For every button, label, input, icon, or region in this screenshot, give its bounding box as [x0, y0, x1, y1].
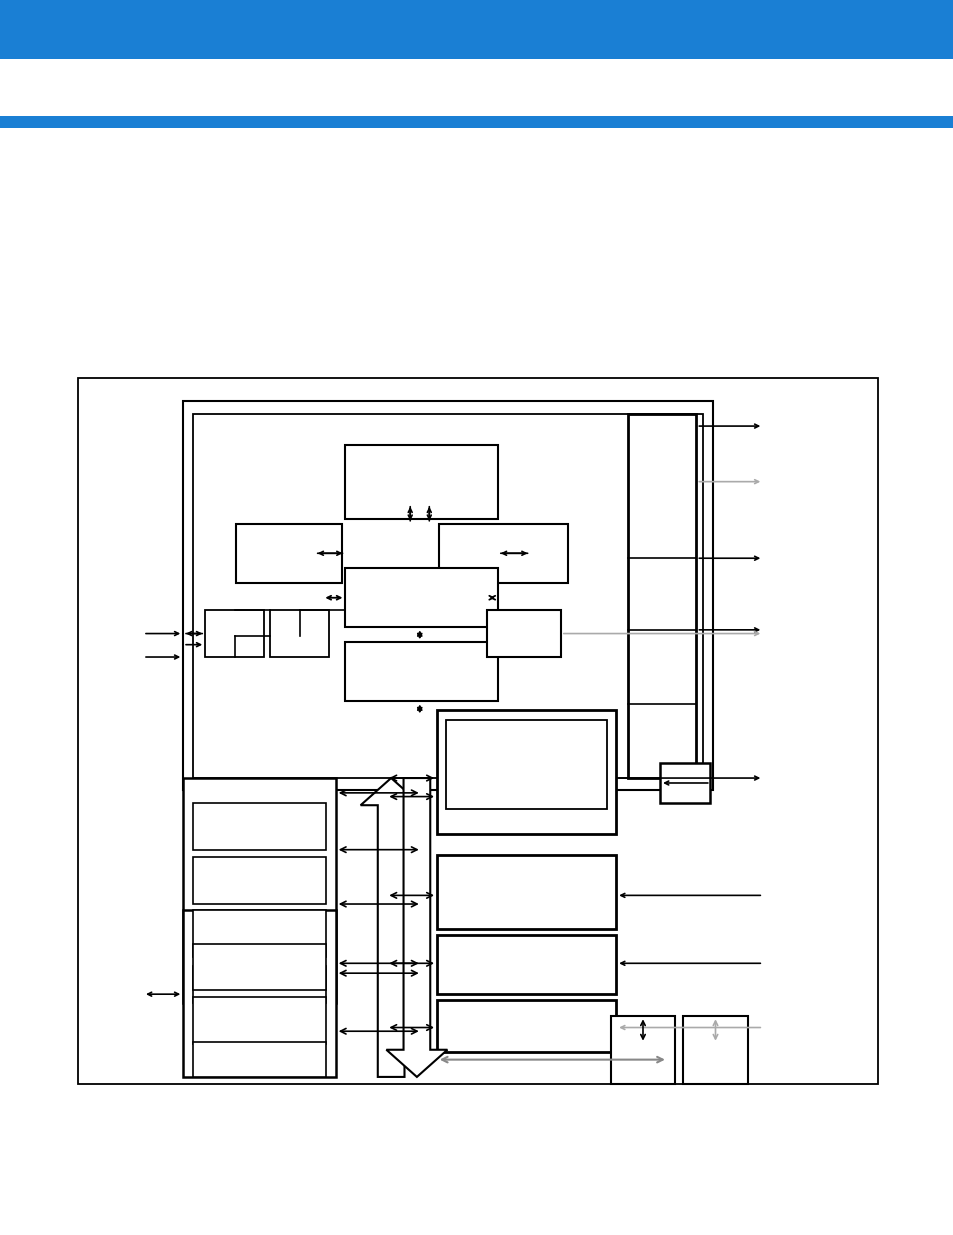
- Bar: [193, 857, 326, 904]
- Bar: [627, 414, 696, 778]
- Bar: [193, 997, 326, 1044]
- Bar: [235, 524, 342, 583]
- Bar: [193, 966, 326, 1003]
- Bar: [659, 763, 709, 803]
- Bar: [446, 720, 606, 809]
- Bar: [436, 935, 616, 994]
- Bar: [0, 116, 953, 128]
- Bar: [270, 610, 329, 657]
- Bar: [345, 642, 497, 701]
- Bar: [78, 378, 877, 1084]
- Bar: [183, 401, 712, 790]
- Bar: [193, 414, 702, 778]
- Bar: [486, 610, 560, 657]
- Bar: [205, 610, 264, 657]
- Bar: [183, 778, 335, 1003]
- Bar: [438, 524, 567, 583]
- Bar: [345, 445, 497, 519]
- Bar: [436, 710, 616, 834]
- Bar: [610, 1016, 675, 1084]
- Bar: [345, 568, 497, 627]
- Bar: [0, 0, 953, 59]
- Bar: [183, 910, 335, 1077]
- Bar: [682, 1016, 747, 1084]
- Polygon shape: [386, 778, 447, 1077]
- Bar: [436, 855, 616, 929]
- Bar: [436, 1000, 616, 1052]
- Bar: [193, 803, 326, 850]
- Bar: [193, 910, 326, 957]
- Bar: [193, 944, 326, 990]
- Bar: [193, 1042, 326, 1077]
- Polygon shape: [360, 778, 421, 1077]
